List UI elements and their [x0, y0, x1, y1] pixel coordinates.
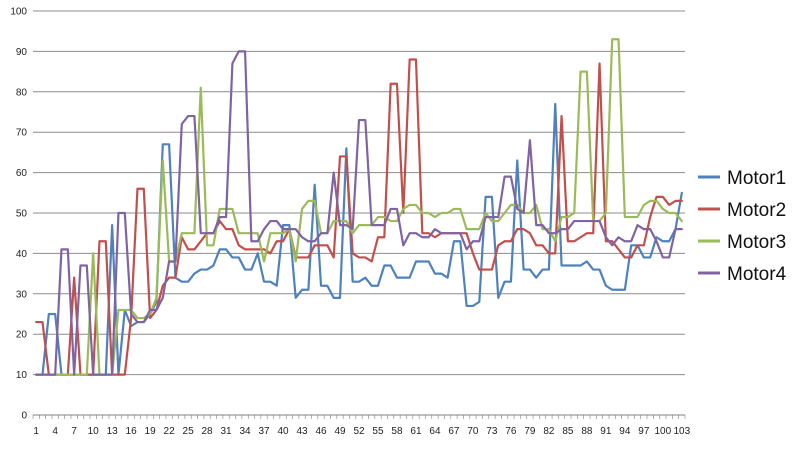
y-tick-label-50: 50 [16, 209, 28, 220]
x-tick-label-55: 55 [372, 426, 384, 437]
x-tick-label-91: 91 [600, 426, 612, 437]
y-tick-label-60: 60 [16, 168, 28, 179]
x-tick-label-19: 19 [145, 426, 157, 437]
x-tick-label-25: 25 [183, 426, 195, 437]
series-line-motor4 [35, 50, 683, 376]
x-tick-label-88: 88 [581, 426, 593, 437]
x-tick-label-43: 43 [296, 426, 308, 437]
x-tick-label-103: 103 [673, 426, 690, 437]
x-tick-label-34: 34 [239, 426, 251, 437]
y-tick-label-10: 10 [16, 370, 28, 381]
x-tick-label-58: 58 [391, 426, 403, 437]
legend-label-motor2: Motor2 [727, 200, 786, 221]
y-tick-label-0: 0 [21, 411, 27, 422]
x-tick-label-73: 73 [486, 426, 498, 437]
legend-label-motor1: Motor1 [727, 168, 786, 189]
y-tick-label-20: 20 [16, 330, 28, 341]
x-tick-label-10: 10 [88, 426, 100, 437]
x-tick-label-16: 16 [126, 426, 138, 437]
x-tick-label-85: 85 [562, 426, 574, 437]
x-tick-label-97: 97 [638, 426, 650, 437]
chart-legend: Motor1 Motor2 Motor3 Motor4 [698, 168, 787, 285]
legend-label-motor3: Motor3 [727, 232, 786, 253]
x-tick-label-67: 67 [448, 426, 460, 437]
x-tick-label-1: 1 [33, 426, 39, 437]
x-tick-label-64: 64 [429, 426, 441, 437]
x-tick-label-94: 94 [619, 426, 631, 437]
x-tick-label-82: 82 [543, 426, 555, 437]
x-tick-label-79: 79 [524, 426, 536, 437]
legend-label-motor4: Motor4 [727, 264, 787, 285]
x-tick-label-40: 40 [277, 426, 289, 437]
x-tick-label-100: 100 [655, 426, 672, 437]
x-tick-label-13: 13 [107, 426, 119, 437]
x-tick-label-52: 52 [353, 426, 365, 437]
y-tick-label-30: 30 [16, 289, 28, 300]
y-tick-label-80: 80 [16, 87, 28, 98]
chart-gridlines [33, 10, 685, 376]
y-tick-label-100: 100 [10, 7, 27, 18]
x-tick-label-28: 28 [202, 426, 214, 437]
x-tick-label-46: 46 [315, 426, 327, 437]
x-tick-label-4: 4 [52, 426, 58, 437]
y-tick-label-90: 90 [16, 47, 28, 58]
y-tick-label-70: 70 [16, 128, 28, 139]
series-line-motor3 [35, 38, 683, 376]
series-line-motor2 [35, 58, 683, 376]
x-tick-label-49: 49 [334, 426, 346, 437]
x-axis-ticks [32, 415, 686, 419]
x-axis-tick-labels: 1 4 7 10 13 16 19 22 25 28 31 34 37 40 43 46 49 52 55 58 61 6… [33, 426, 690, 437]
x-tick-label-61: 61 [410, 426, 422, 437]
x-tick-label-37: 37 [258, 426, 270, 437]
x-tick-label-22: 22 [164, 426, 176, 437]
x-tick-label-31: 31 [221, 426, 233, 437]
x-tick-label-70: 70 [467, 426, 479, 437]
x-tick-label-7: 7 [71, 426, 77, 437]
y-tick-label-40: 40 [16, 249, 28, 260]
chart-series [35, 38, 683, 376]
x-tick-label-76: 76 [505, 426, 517, 437]
y-axis-tick-labels: 0 10 20 30 40 50 60 70 80 90 100 [10, 7, 27, 422]
